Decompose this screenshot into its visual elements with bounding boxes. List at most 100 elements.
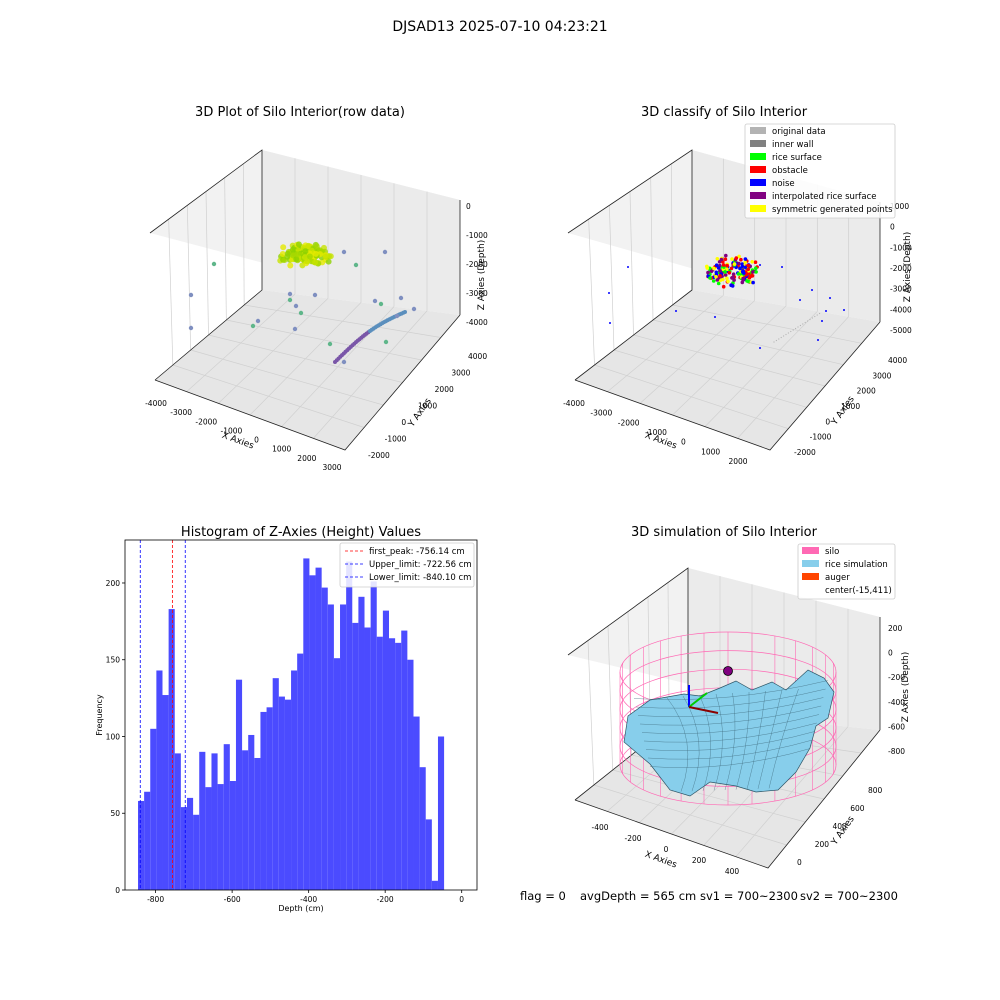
panel1-z-tick-label: 0 [466,202,471,211]
classified-point [753,260,758,265]
sparse-point [287,297,293,303]
histogram-bar [297,653,304,890]
panel2-z-tick-label: -1000 [890,243,912,252]
noise-point [829,297,831,299]
panel4-x-ticks: -400 -200 0 200 400 [591,823,739,876]
y-tick-label: 50 [110,809,120,818]
panel4-z-tick-label: -800 [888,747,905,756]
panel1-z-tick-label: -2000 [466,260,488,269]
panel2-z-tick-label: -5000 [890,326,912,335]
panel1-zlabel: Z Axies (Depth) [477,240,487,311]
original-data-point [804,321,806,324]
sparse-point [398,295,404,301]
rice-surface-point [279,251,286,257]
legend-label: interpolated rice surface [772,192,877,202]
panel1-z-tick-label: -3000 [466,289,488,298]
legend-swatch [802,573,819,580]
histogram-bar [248,734,255,890]
legend-swatch [750,192,766,199]
classified-point [708,276,712,280]
surface-mesh-line [768,688,799,789]
classified-point [730,257,734,261]
surface-mesh-line [639,705,822,726]
sparse-point [382,249,388,255]
classified-point [743,265,748,270]
sparse-point [353,262,359,268]
sparse-point [188,292,194,298]
noise-point [811,289,813,291]
y-tick-label: 150 [106,656,121,665]
panel1-x-tick-label: 2000 [297,454,316,463]
sparse-point [211,261,217,267]
panel4-z-tick-label: 0 [888,649,893,658]
panel4-legend: silo rice simulation auger center(-15,411) [797,543,896,600]
panel4-title: 3D simulation of Silo Interior [631,525,818,540]
legend-label: inner wall [772,140,813,150]
classified-point [741,269,745,274]
classified-point [746,263,751,268]
panel2-scatter-points [608,253,845,349]
classified-point [726,279,730,284]
histogram-bar [150,728,157,890]
panel2-z-tick-label: -3000 [890,285,912,294]
original-data-point [802,323,804,325]
legend-label: noise [772,179,795,189]
histogram-bar [205,787,212,890]
classified-point [714,275,718,279]
histogram-bar [229,781,236,890]
histogram-bar [346,561,353,890]
legend-swatch [802,547,819,554]
panel2-y-tick-label: 3000 [872,371,891,380]
x-tick-label: -800 [147,895,164,904]
histogram-bar [413,716,420,890]
panel2-title: 3D classify of Silo Interior [641,105,808,120]
panel4-y-tick-label: 400 [833,822,848,831]
classified-point [715,257,720,261]
footer-sv1: sv1 = 700~2300 [700,889,798,903]
classified-point [723,257,728,262]
histogram-bar [180,807,187,890]
original-data-point [819,312,821,315]
surface-mesh-line [647,739,813,760]
classified-point [711,279,716,283]
panel1-y-tick-label: 1000 [418,402,437,411]
original-data-point [787,332,790,334]
sparse-point [378,301,384,307]
sparse-point [394,313,400,319]
classified-point [724,253,728,258]
noise-point [759,264,761,266]
rice-surface-point [312,259,319,266]
panel2-y-tick-label: 4000 [888,356,907,365]
original-data-point [795,327,797,330]
rice-surface-point [302,248,309,255]
classified-point [721,263,726,267]
legend-swatch [750,127,766,134]
panel2-z-tick-label: -2000 [890,264,912,273]
panel4-x-tick-label: -400 [591,823,608,832]
classified-point [750,274,755,278]
panel2-legend: original data inner wall rice surface obsta… [744,123,896,219]
classified-point [751,280,755,285]
noise-point [714,316,716,318]
surface-mesh-line [746,690,766,790]
panel2-y-tick-label: 1000 [841,402,860,411]
classified-point [716,281,721,286]
histogram-bar [389,638,396,890]
sparse-point [287,291,293,297]
surface-mesh-line [757,689,783,789]
classified-point [750,260,754,264]
classified-point [747,276,752,280]
classified-point [712,266,716,271]
classified-point [737,261,741,266]
original-data-point [807,320,809,322]
legend-label: obstacle [772,166,808,176]
original-data-point [811,317,814,319]
classified-point [719,257,724,262]
surface-mesh-line [713,693,723,791]
surface-mesh-line [633,680,828,700]
panel4-y-tick-label: 600 [850,804,865,813]
histogram-x-ticks: -800 -600 -400 -200 0 [147,890,464,904]
panel2-x-tick-label: -4000 [563,399,585,408]
surface-mesh-line [643,722,817,743]
